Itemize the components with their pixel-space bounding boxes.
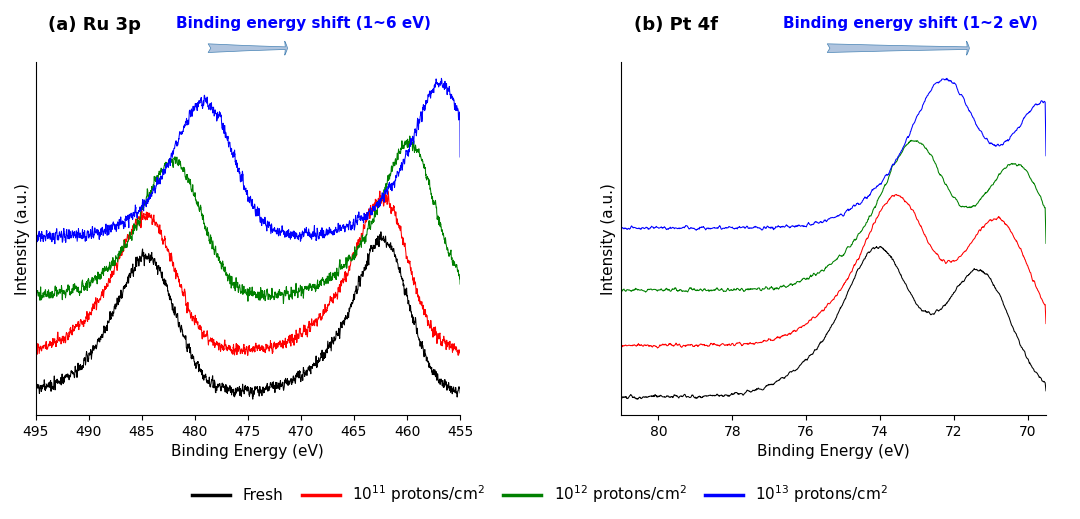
Legend: Fresh, 10$^{11}$ protons/cm$^2$, 10$^{12}$ protons/cm$^2$, 10$^{13}$ protons/cm$: Fresh, 10$^{11}$ protons/cm$^2$, 10$^{12… (186, 477, 894, 511)
X-axis label: Binding Energy (eV): Binding Energy (eV) (172, 444, 324, 459)
Text: (b) Pt 4f: (b) Pt 4f (634, 17, 718, 34)
Text: Binding energy shift (1~2 eV): Binding energy shift (1~2 eV) (783, 17, 1038, 32)
Text: Binding energy shift (1~6 eV): Binding energy shift (1~6 eV) (176, 17, 431, 32)
Y-axis label: Intensity (a.u.): Intensity (a.u.) (600, 183, 616, 295)
Y-axis label: Intensity (a.u.): Intensity (a.u.) (15, 183, 30, 295)
X-axis label: Binding Energy (eV): Binding Energy (eV) (757, 444, 910, 459)
Text: (a) Ru 3p: (a) Ru 3p (49, 17, 141, 34)
